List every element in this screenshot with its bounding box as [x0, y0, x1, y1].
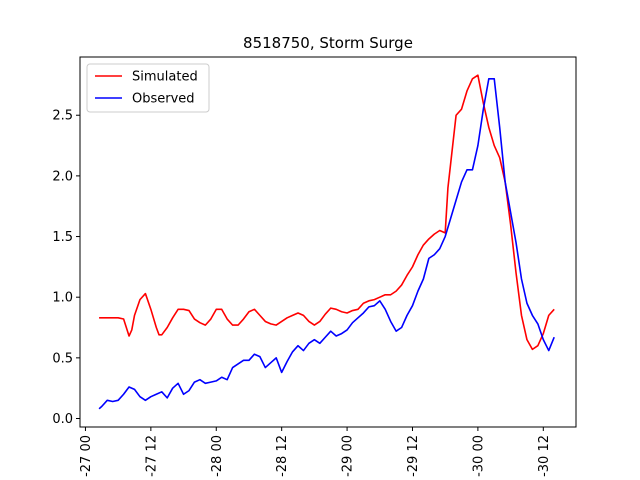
series-line-simulated	[99, 74, 555, 351]
y-tick-label: 2.5	[52, 109, 73, 124]
x-tick-label: -29 00	[341, 435, 356, 477]
axes-frame	[79, 56, 577, 428]
axes: 0.0 0.5 1.0 1.5 2.0 2.5 -27 00 -27 12 -28 00 -28 …	[52, 56, 577, 477]
y-tick-label: 0.0	[52, 412, 73, 427]
legend-label-observed: Observed	[132, 92, 195, 107]
y-tick-label: 1.5	[52, 230, 73, 245]
legend: Simulated Observed	[86, 63, 210, 113]
chart-title: 8518750, Storm Surge	[243, 34, 413, 52]
x-tick-label: -28 12	[275, 435, 290, 477]
x-tick-label: -30 12	[537, 435, 552, 477]
x-tick-label: -28 00	[210, 435, 225, 477]
x-tick-label: -27 00	[79, 435, 94, 477]
legend-label-simulated: Simulated	[132, 70, 198, 85]
y-tick-label: 2.0	[52, 169, 73, 184]
plot-area	[98, 74, 555, 410]
x-tick-label: -29 12	[406, 435, 421, 477]
x-tick-label: -30 00	[471, 435, 486, 477]
y-tick-label: 0.5	[52, 351, 73, 366]
series-line-observed	[98, 78, 555, 410]
x-tick-label: -27 12	[144, 435, 159, 477]
y-tick-label: 1.0	[52, 291, 73, 306]
